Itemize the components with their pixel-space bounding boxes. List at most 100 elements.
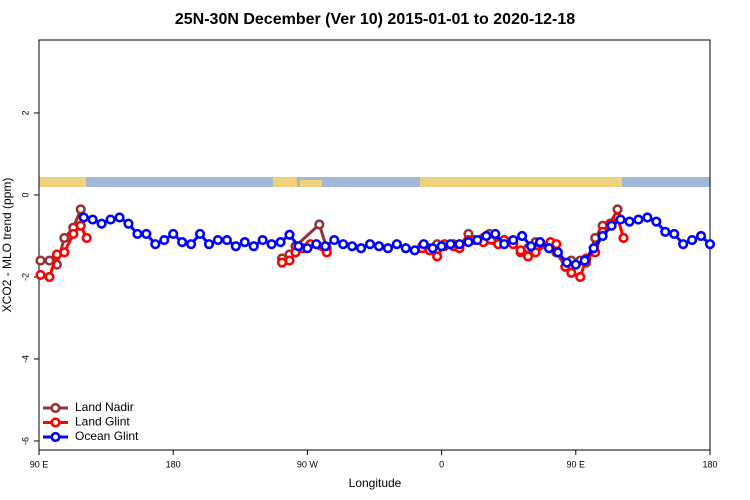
data-point <box>432 251 443 262</box>
data-point <box>44 271 55 283</box>
data-point <box>320 241 331 252</box>
data-point <box>570 259 581 270</box>
data-point <box>588 243 599 254</box>
data-point <box>355 243 367 254</box>
data-point <box>373 241 385 252</box>
data-point <box>481 230 492 242</box>
data-point <box>132 228 143 240</box>
data-point <box>105 214 116 225</box>
data-point <box>624 216 635 227</box>
data-point <box>68 228 79 240</box>
data-point <box>427 243 438 254</box>
data-point <box>177 237 188 248</box>
data-point <box>695 230 707 242</box>
data-point <box>311 239 322 250</box>
data-point <box>633 214 644 225</box>
data-point <box>75 204 86 215</box>
data-point <box>239 237 250 248</box>
data-point <box>704 239 716 250</box>
data-point <box>248 241 259 252</box>
data-point <box>606 220 617 231</box>
data-point <box>678 239 689 250</box>
data-point <box>522 251 534 262</box>
data-point <box>445 239 456 250</box>
data-point <box>347 241 358 252</box>
data-point <box>534 237 546 248</box>
data-point <box>35 255 46 266</box>
data-point <box>96 218 107 229</box>
data-point <box>150 239 161 250</box>
data-point <box>575 271 586 283</box>
data-point <box>81 232 92 244</box>
data-point <box>552 247 564 258</box>
data-point <box>687 234 698 246</box>
data-point <box>87 214 98 225</box>
data-point <box>400 243 411 254</box>
data-point <box>185 239 197 250</box>
y-axis-label: XCO2 - MLO trend (ppm) <box>0 178 14 313</box>
land-strip <box>300 180 322 187</box>
data-point <box>141 228 152 240</box>
data-point <box>338 239 349 250</box>
data-point <box>266 239 277 250</box>
chart-title: 25N-30N December (Ver 10) 2015-01-01 to … <box>175 11 575 28</box>
data-point <box>543 243 555 254</box>
legend-swatch-marker <box>50 402 61 414</box>
data-point <box>35 269 46 281</box>
data-point <box>597 230 608 242</box>
data-point <box>418 239 429 250</box>
data-point <box>561 257 572 268</box>
map-strip <box>39 177 710 187</box>
data-point <box>293 241 304 252</box>
data-point <box>364 239 376 250</box>
x-tick-label: 90 W <box>297 459 319 469</box>
data-point <box>472 234 483 246</box>
land-strip <box>420 177 622 187</box>
data-point <box>168 228 179 240</box>
data-point <box>75 220 86 231</box>
data-point <box>302 243 313 254</box>
data-point <box>525 241 537 252</box>
data-point <box>642 212 653 223</box>
data-point <box>194 228 206 240</box>
data-point <box>78 212 89 223</box>
data-point <box>615 214 626 225</box>
x-tick-label: 180 <box>166 459 181 469</box>
data-point <box>314 219 325 230</box>
data-point <box>409 245 420 256</box>
data-point <box>499 239 510 250</box>
x-tick-label: 0 <box>439 459 444 469</box>
legend-label: Ocean Glint <box>75 429 139 443</box>
data-point <box>660 226 671 237</box>
data-point <box>284 255 295 266</box>
data-point <box>159 234 170 246</box>
data-point <box>212 234 224 246</box>
data-point <box>651 216 662 227</box>
data-point <box>517 230 528 242</box>
data-point <box>391 239 402 250</box>
y-tick-label: -4 <box>20 355 30 363</box>
y-tick-label: 0 <box>20 192 30 197</box>
data-point <box>284 229 295 240</box>
legend-label: Land Glint <box>75 415 130 429</box>
data-point <box>44 255 55 266</box>
data-point <box>123 218 134 229</box>
data-point <box>454 239 465 250</box>
legend-label: Land Nadir <box>75 400 134 414</box>
land-strip <box>39 177 86 187</box>
data-point <box>566 267 577 278</box>
y-tick-label: -2 <box>20 273 30 281</box>
legend-swatch-marker <box>50 417 61 428</box>
legend-swatch-marker <box>50 431 61 443</box>
data-point <box>382 243 394 254</box>
data-point <box>257 234 268 246</box>
data-point <box>59 232 70 244</box>
data-point <box>515 245 526 256</box>
data-point <box>612 204 623 215</box>
data-point <box>490 228 501 240</box>
data-point <box>463 237 474 248</box>
data-point <box>618 232 629 244</box>
land-strip <box>273 177 297 187</box>
x-tick-label: 180 <box>702 459 717 469</box>
